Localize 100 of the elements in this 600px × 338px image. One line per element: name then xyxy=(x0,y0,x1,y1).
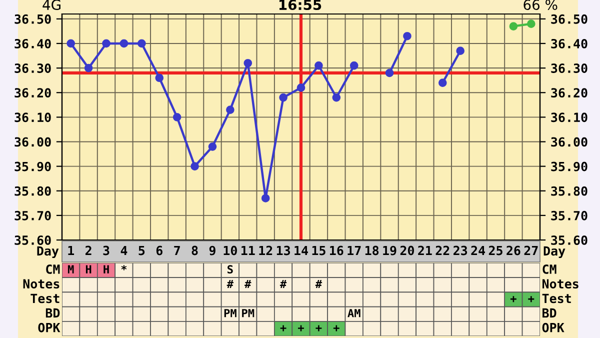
point xyxy=(350,61,358,70)
text: + xyxy=(528,296,534,302)
text: # xyxy=(226,280,234,288)
category-label: Notes xyxy=(23,279,60,289)
y-tick-label: 35.90 xyxy=(14,162,51,172)
x-tick-label: 23 xyxy=(454,246,468,256)
y2-tick-label: 36.10 xyxy=(551,112,588,122)
point xyxy=(155,74,164,82)
x-tick-label: 3 xyxy=(103,246,110,256)
x-tick-label: 9 xyxy=(209,246,216,256)
text: H xyxy=(86,265,92,274)
point xyxy=(509,22,518,30)
x-tick-label: 18 xyxy=(365,246,379,256)
point xyxy=(84,64,93,72)
y2-tick-label: 36.30 xyxy=(551,64,588,73)
y-tick-label: 36.40 xyxy=(14,38,51,48)
point xyxy=(66,39,76,48)
point xyxy=(332,93,341,102)
point xyxy=(279,93,288,102)
category-label: Test xyxy=(30,294,60,304)
y2-tick-label: 35.80 xyxy=(551,186,588,196)
point xyxy=(120,39,128,48)
text: H xyxy=(104,265,109,274)
point xyxy=(102,39,110,48)
category-label: CM xyxy=(542,264,556,274)
y-tick-label: 35.70 xyxy=(14,210,51,220)
y-tick-label: 36.50 xyxy=(14,14,51,24)
point xyxy=(226,106,234,114)
text: PM xyxy=(242,309,254,318)
x-tick-label: 12 xyxy=(259,246,272,256)
point xyxy=(190,162,199,170)
point xyxy=(244,58,252,68)
y-tick-label: 35.60 xyxy=(14,235,51,245)
x-tick-label: 7 xyxy=(174,246,180,256)
x-tick-label: 4 xyxy=(120,246,128,256)
category-label: OPK xyxy=(542,322,564,332)
point xyxy=(526,20,536,28)
text: # xyxy=(280,280,287,288)
y-tick-label: 36.00 xyxy=(14,137,51,147)
point xyxy=(456,46,464,56)
x-tick-label: 8 xyxy=(192,246,198,256)
x-axis-title: Day xyxy=(37,246,59,258)
x-tick-label: 19 xyxy=(383,246,396,256)
text: 16:55 xyxy=(279,0,322,10)
text: Day xyxy=(544,246,566,258)
point xyxy=(438,78,447,87)
text: + xyxy=(510,296,516,302)
x-tick-label: 27 xyxy=(524,246,538,256)
x-tick-label: 11 xyxy=(242,246,255,256)
text: S xyxy=(228,265,233,274)
text: 4G xyxy=(42,0,60,10)
x-tick-label: 5 xyxy=(138,246,145,256)
x-tick-label: 25 xyxy=(488,246,502,256)
y-tick-label: 36.20 xyxy=(14,88,51,98)
text: 66 % xyxy=(524,0,558,10)
y-tick-label: 36.30 xyxy=(14,64,51,73)
y2-tick-label: 36.20 xyxy=(551,88,588,98)
point xyxy=(296,84,306,92)
point xyxy=(138,39,146,48)
category-label: BD xyxy=(46,308,60,318)
text: + xyxy=(280,325,286,332)
category-label: Notes xyxy=(542,279,578,289)
y2-tick-label: 35.90 xyxy=(551,162,588,172)
x-tick-label: 26 xyxy=(506,246,520,256)
text: + xyxy=(298,325,304,332)
point xyxy=(172,113,182,122)
category-label: Test xyxy=(542,294,571,304)
text: * xyxy=(121,265,127,270)
category-label: OPK xyxy=(38,322,60,332)
point xyxy=(403,32,412,40)
point xyxy=(261,194,270,202)
y-tick-label: 36.10 xyxy=(14,112,51,122)
x-tick-label: 22 xyxy=(436,246,450,256)
text: PM xyxy=(224,309,236,318)
text: + xyxy=(316,325,322,332)
y2-tick-label: 35.60 xyxy=(551,235,588,245)
text: # xyxy=(244,280,252,288)
category-label: BD xyxy=(542,308,556,318)
x-tick-label: 20 xyxy=(400,246,414,256)
y2-tick-label: 36.50 xyxy=(551,14,588,24)
x-tick-label: 16 xyxy=(330,246,344,256)
x-tick-label: 17 xyxy=(348,246,361,256)
point xyxy=(208,142,217,151)
point xyxy=(385,68,394,78)
x-tick-label: 6 xyxy=(156,246,162,256)
y2-tick-label: 36.00 xyxy=(551,137,588,147)
text: M xyxy=(68,265,74,274)
category-label: CM xyxy=(46,264,60,274)
text: AM xyxy=(348,309,360,318)
text: # xyxy=(315,280,322,288)
x-tick-label: 14 xyxy=(294,246,308,256)
y2-tick-label: 35.70 xyxy=(551,210,588,220)
x-tick-label: 21 xyxy=(418,246,432,256)
x-tick-label: 13 xyxy=(276,246,290,256)
y2-tick-label: 36.40 xyxy=(551,38,588,48)
x-tick-label: 1 xyxy=(68,246,74,256)
y-tick-label: 35.80 xyxy=(14,186,51,196)
x-tick-label: 2 xyxy=(85,246,92,256)
point xyxy=(314,61,323,70)
x-tick-label: 24 xyxy=(471,246,485,256)
